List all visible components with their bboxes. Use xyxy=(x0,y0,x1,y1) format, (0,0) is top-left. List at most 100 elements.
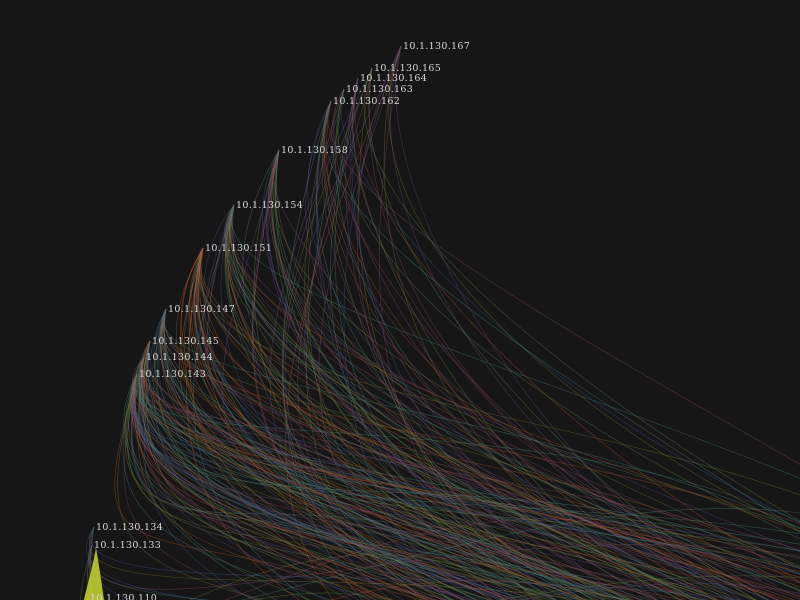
connection-curve xyxy=(195,247,583,600)
node-label: 10.1.130.165 xyxy=(374,63,441,74)
connection-curve xyxy=(226,204,507,600)
connection-curve xyxy=(146,340,437,600)
connection-curve xyxy=(223,204,641,600)
connection-curve xyxy=(138,356,733,600)
connection-curve xyxy=(222,149,515,600)
connection-curve xyxy=(87,508,800,600)
connection-curve xyxy=(197,247,794,566)
connection-curve xyxy=(333,88,657,600)
connection-curve xyxy=(274,149,800,592)
connection-curve xyxy=(163,308,716,600)
connection-curve xyxy=(323,100,719,600)
connection-curve xyxy=(132,373,428,600)
connection-curve xyxy=(161,308,789,600)
connection-curve xyxy=(272,149,800,567)
connection-curve xyxy=(285,45,402,600)
connection-curve xyxy=(90,526,746,600)
connection-curve xyxy=(232,204,769,600)
connection-curve xyxy=(143,340,800,551)
connection-curve xyxy=(141,356,644,600)
connection-curve xyxy=(138,340,312,600)
connection-curve xyxy=(137,356,395,600)
connection-curve xyxy=(141,356,387,600)
connection-curve xyxy=(130,373,621,600)
connection-curve xyxy=(324,100,686,600)
connection-curve xyxy=(199,247,796,600)
node-labels: 10.1.130.16710.1.130.16510.1.130.16410.1… xyxy=(90,41,470,600)
connection-curve xyxy=(356,45,585,600)
connection-curve xyxy=(322,100,535,600)
connection-curve xyxy=(146,340,525,600)
connection-curve xyxy=(132,373,538,600)
connection-curve xyxy=(183,247,479,600)
connection-curve xyxy=(228,204,800,532)
connection-curve xyxy=(307,88,500,583)
connection-curve xyxy=(228,204,762,581)
connection-curve xyxy=(139,356,800,568)
node-label: 10.1.130.134 xyxy=(96,522,163,533)
connection-curve xyxy=(135,356,438,600)
connection-curve xyxy=(229,204,753,600)
node-label: 10.1.130.162 xyxy=(333,96,400,107)
connection-curve xyxy=(142,340,509,600)
connection-curve xyxy=(163,308,757,600)
connection-curve xyxy=(139,356,703,592)
connection-curve xyxy=(159,308,605,600)
connection-curve xyxy=(268,149,624,600)
connection-curve xyxy=(134,373,800,523)
connection-curve xyxy=(125,373,371,600)
connection-curve xyxy=(252,149,429,600)
connection-curve xyxy=(269,88,473,600)
connection-curve xyxy=(323,100,800,533)
connection-curve xyxy=(282,100,364,600)
connection-curve xyxy=(153,308,453,600)
connection-curve xyxy=(230,204,555,600)
connection-curve xyxy=(180,247,523,577)
connection-curve xyxy=(143,340,431,600)
connection-curve xyxy=(141,356,572,600)
connection-curve xyxy=(143,308,254,600)
connection-curve xyxy=(160,308,454,600)
connection-curve xyxy=(180,247,383,600)
connection-curve xyxy=(383,45,682,600)
connection-curve xyxy=(153,308,327,600)
node-label: 10.1.130.133 xyxy=(94,540,161,551)
connection-curve xyxy=(364,67,800,522)
node-label: 10.1.130.164 xyxy=(360,73,427,84)
connection-curve xyxy=(199,247,612,600)
connection-curve xyxy=(190,247,466,600)
connection-curve xyxy=(305,100,667,573)
connection-curve xyxy=(114,373,423,600)
connection-curve xyxy=(146,340,644,600)
connection-curve xyxy=(150,308,404,600)
connection-curve xyxy=(163,308,800,593)
connection-curve xyxy=(142,340,474,600)
connection-curve xyxy=(220,204,485,600)
connection-curve xyxy=(146,340,624,600)
connection-curve xyxy=(129,373,800,575)
connection-curve xyxy=(160,308,629,600)
connection-curve xyxy=(196,247,551,580)
connection-curve xyxy=(131,373,494,600)
connection-curve xyxy=(87,580,625,600)
connection-curve xyxy=(124,373,531,600)
connection-curve xyxy=(199,247,800,496)
connection-curve xyxy=(229,204,607,600)
connection-curve xyxy=(164,308,800,598)
connection-curve xyxy=(131,373,518,600)
connection-curve xyxy=(146,340,542,600)
connection-curve xyxy=(134,373,769,600)
connection-curve xyxy=(322,100,654,600)
connection-curve xyxy=(297,77,427,600)
node-label: 10.1.130.143 xyxy=(139,369,206,380)
connection-curve xyxy=(395,45,743,600)
connection-curve xyxy=(197,247,684,592)
connection-curve xyxy=(143,340,740,568)
connection-curve xyxy=(158,308,506,600)
connection-curve xyxy=(281,67,392,600)
connection-curve xyxy=(193,204,309,600)
connection-curve xyxy=(225,204,699,600)
